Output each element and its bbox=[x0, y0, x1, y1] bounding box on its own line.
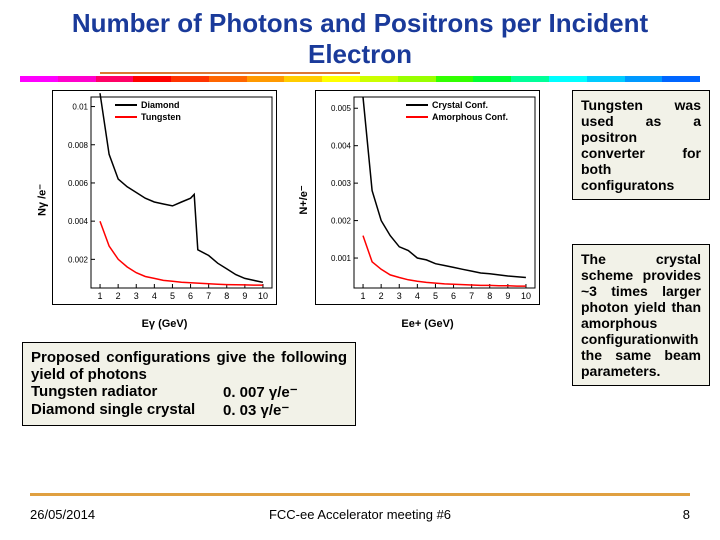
svg-text:10: 10 bbox=[521, 291, 531, 301]
svg-text:0.005: 0.005 bbox=[331, 105, 352, 114]
svg-text:Crystal Conf.: Crystal Conf. bbox=[432, 100, 488, 110]
chart2-xlabel: Ee+ (GeV) bbox=[401, 318, 453, 330]
svg-text:8: 8 bbox=[487, 291, 492, 301]
note-bl-line3a: Diamond single crystal bbox=[31, 401, 223, 419]
svg-text:6: 6 bbox=[188, 291, 193, 301]
note-top-right: Tungsten was used as a positron converte… bbox=[572, 90, 710, 200]
svg-text:5: 5 bbox=[433, 291, 438, 301]
footer-page: 8 bbox=[683, 507, 690, 522]
content-area: Nγ /e⁻ 1 2 3 4 5 6 7 8 9 10 0.002 0.004 0.006 0.008 0.… bbox=[0, 90, 720, 310]
note-bl-line1: Proposed configurations give the followi… bbox=[31, 349, 347, 383]
chart2-ylabel: N+/e⁻ bbox=[297, 186, 310, 215]
svg-text:0.004: 0.004 bbox=[68, 218, 89, 227]
chart1-xlabel: Eγ (GeV) bbox=[142, 318, 188, 330]
slide-title: Number of Photons and Positrons per Inci… bbox=[0, 0, 720, 74]
svg-text:0.01: 0.01 bbox=[72, 103, 88, 112]
svg-text:0.001: 0.001 bbox=[331, 254, 352, 263]
svg-text:3: 3 bbox=[397, 291, 402, 301]
svg-text:2: 2 bbox=[379, 291, 384, 301]
chart1-ylabel: Nγ /e⁻ bbox=[36, 184, 49, 216]
svg-text:9: 9 bbox=[505, 291, 510, 301]
photon-chart: 1 2 3 4 5 6 7 8 9 10 0.002 0.004 0.006 0.008 0.01 Diamo… bbox=[52, 90, 277, 305]
svg-text:4: 4 bbox=[415, 291, 420, 301]
svg-text:6: 6 bbox=[451, 291, 456, 301]
svg-text:7: 7 bbox=[206, 291, 211, 301]
footer-date: 26/05/2014 bbox=[30, 507, 95, 522]
title-underline bbox=[100, 72, 360, 74]
svg-text:7: 7 bbox=[469, 291, 474, 301]
note-bl-line2b: 0. 007 γ/e⁻ bbox=[223, 383, 298, 401]
footer-center: FCC-ee Accelerator meeting #6 bbox=[269, 507, 451, 522]
footer-divider bbox=[30, 493, 690, 496]
footer: 26/05/2014 FCC-ee Accelerator meeting #6… bbox=[0, 507, 720, 522]
svg-text:2: 2 bbox=[116, 291, 121, 301]
svg-text:5: 5 bbox=[170, 291, 175, 301]
svg-text:0.002: 0.002 bbox=[331, 217, 352, 226]
note-bottom-left: Proposed configurations give the followi… bbox=[22, 342, 356, 426]
svg-text:4: 4 bbox=[152, 291, 157, 301]
svg-text:0.004: 0.004 bbox=[331, 142, 352, 151]
svg-text:3: 3 bbox=[134, 291, 139, 301]
svg-text:9: 9 bbox=[242, 291, 247, 301]
note-bottom-right: The crystal scheme provides ~3 times lar… bbox=[572, 244, 710, 386]
rainbow-divider bbox=[20, 76, 700, 82]
svg-text:Amorphous Conf.: Amorphous Conf. bbox=[432, 112, 508, 122]
svg-text:Tungsten: Tungsten bbox=[141, 112, 181, 122]
svg-text:0.003: 0.003 bbox=[331, 180, 352, 189]
note-bl-line3b: 0. 03 γ/e⁻ bbox=[223, 401, 289, 419]
svg-text:10: 10 bbox=[258, 291, 268, 301]
svg-text:1: 1 bbox=[98, 291, 103, 301]
note-bl-line2a: Tungsten radiator bbox=[31, 383, 223, 401]
svg-text:1: 1 bbox=[361, 291, 366, 301]
svg-text:0.008: 0.008 bbox=[68, 141, 89, 150]
svg-text:8: 8 bbox=[224, 291, 229, 301]
svg-text:Diamond: Diamond bbox=[141, 100, 180, 110]
positron-chart: 1 2 3 4 5 6 7 8 9 10 0.001 0.002 0.003 0.004 0.005 Crys… bbox=[315, 90, 540, 305]
svg-text:0.002: 0.002 bbox=[68, 256, 89, 265]
svg-text:0.006: 0.006 bbox=[68, 179, 89, 188]
